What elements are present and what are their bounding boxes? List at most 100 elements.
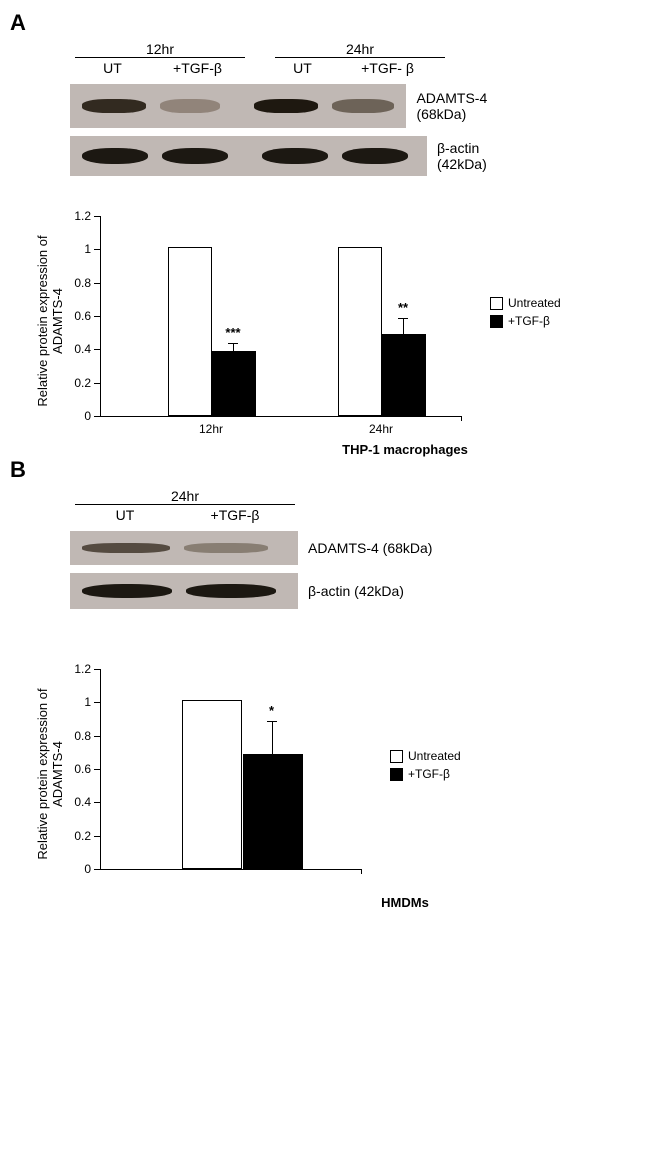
panel-a-legend: Untreated +TGF-β xyxy=(490,296,561,332)
blot-band xyxy=(184,543,268,553)
ytick xyxy=(94,216,100,217)
significance-marker: *** xyxy=(225,325,240,340)
ytick-label: 0.2 xyxy=(74,829,91,843)
ytick-label: 1.2 xyxy=(74,662,91,676)
chart-bar xyxy=(168,247,212,416)
blot-band xyxy=(82,584,172,598)
chart-bar xyxy=(382,334,426,416)
panel-b-adamts4-row: ADAMTS-4 (68kDa) xyxy=(70,531,470,565)
panel-b-label: B xyxy=(10,457,650,483)
legend-item: Untreated xyxy=(390,749,461,763)
ytick xyxy=(94,316,100,317)
blot-band xyxy=(82,148,148,164)
ytick-label: 0.4 xyxy=(74,342,91,356)
lane-tgf-1: +TGF-β xyxy=(155,60,240,76)
lane-tgf-b: +TGF-β xyxy=(180,507,290,523)
ytick-label: 1.2 xyxy=(74,209,91,223)
chart-bar xyxy=(182,700,242,869)
panel-a-time-labels: 12hr 24hr xyxy=(70,41,530,58)
panel-a-chart-wrapper: Relative protein expression of ADAMTS-4 … xyxy=(50,216,650,417)
panel-a-blot-area: 12hr 24hr UT +TGF-β UT +TGF- β ADAMTS-4 … xyxy=(70,41,530,176)
legend-swatch xyxy=(490,297,503,310)
blot-band xyxy=(342,148,408,164)
actin-label-b: β-actin (42kDa) xyxy=(308,583,404,599)
lane-ut-1: UT xyxy=(70,60,155,76)
ytick xyxy=(94,349,100,350)
error-bar xyxy=(272,722,273,755)
ytick xyxy=(94,802,100,803)
significance-marker: ** xyxy=(398,300,408,315)
time-label-24hr: 24hr xyxy=(275,41,445,58)
significance-marker: * xyxy=(269,703,274,718)
legend-swatch xyxy=(390,768,403,781)
panel-b-ylabel: Relative protein expression of ADAMTS-4 xyxy=(35,684,65,864)
blot-band xyxy=(82,99,146,113)
ytick-label: 0.8 xyxy=(74,729,91,743)
ytick xyxy=(94,769,100,770)
xtick-label: 12hr xyxy=(199,422,223,436)
legend-label: +TGF-β xyxy=(408,767,450,781)
error-cap xyxy=(267,721,277,722)
legend-item: +TGF-β xyxy=(490,314,561,328)
panel-a: A 12hr 24hr UT +TGF-β UT +TGF- β ADAMTS-… xyxy=(10,10,650,417)
ytick xyxy=(94,702,100,703)
ytick-label: 0 xyxy=(84,862,91,876)
adamts4-label-b: ADAMTS-4 (68kDa) xyxy=(308,540,432,556)
ytick-label: 0.8 xyxy=(74,276,91,290)
adamts4-blot-b xyxy=(70,531,298,565)
ytick xyxy=(94,416,100,417)
panel-b-chart: 00.20.40.60.811.2* xyxy=(100,669,361,870)
panel-b-xlabel: HMDMs xyxy=(381,895,429,910)
panel-a-label: A xyxy=(10,10,650,36)
panel-a-lane-labels: UT +TGF-β UT +TGF- β xyxy=(70,60,530,76)
error-cap xyxy=(228,343,238,344)
ytick-label: 0.4 xyxy=(74,795,91,809)
blot-band xyxy=(82,543,170,553)
blot-band xyxy=(186,584,276,598)
error-bar xyxy=(403,319,404,336)
xtick-label: 24hr xyxy=(369,422,393,436)
panel-a-ylabel: Relative protein expression of ADAMTS-4 xyxy=(35,231,65,411)
legend-swatch xyxy=(490,315,503,328)
time-label-12hr: 12hr xyxy=(75,41,245,58)
adamts4-label-a: ADAMTS-4 (68kDa) xyxy=(416,90,530,122)
chart-bar xyxy=(243,754,303,869)
ytick xyxy=(94,736,100,737)
legend-label: Untreated xyxy=(508,296,561,310)
panel-b-lane-labels: UT +TGF-β xyxy=(70,507,470,523)
legend-swatch xyxy=(390,750,403,763)
actin-blot-a xyxy=(70,136,427,176)
blot-band xyxy=(254,99,318,113)
ytick xyxy=(94,249,100,250)
ytick xyxy=(94,669,100,670)
legend-label: +TGF-β xyxy=(508,314,550,328)
legend-label: Untreated xyxy=(408,749,461,763)
adamts4-blot-a xyxy=(70,84,406,128)
legend-item: +TGF-β xyxy=(390,767,461,781)
ytick xyxy=(94,836,100,837)
ytick-label: 0.6 xyxy=(74,762,91,776)
lane-ut-b: UT xyxy=(70,507,180,523)
panel-a-actin-row: β-actin (42kDa) xyxy=(70,136,530,176)
ytick-label: 0.2 xyxy=(74,376,91,390)
error-cap xyxy=(398,318,408,319)
blot-band xyxy=(332,99,394,113)
panel-a-adamts4-row: ADAMTS-4 (68kDa) xyxy=(70,84,530,128)
chart-bar xyxy=(338,247,382,416)
panel-b-chart-wrapper: Relative protein expression of ADAMTS-4 … xyxy=(50,669,650,870)
panel-b-time-labels: 24hr xyxy=(70,488,470,505)
error-bar xyxy=(233,344,234,352)
lane-ut-2: UT xyxy=(260,60,345,76)
panel-b-actin-row: β-actin (42kDa) xyxy=(70,573,470,609)
ytick xyxy=(94,869,100,870)
panel-b-legend: Untreated +TGF-β xyxy=(390,749,461,785)
ytick xyxy=(94,283,100,284)
blot-band xyxy=(162,148,228,164)
actin-label-a: β-actin (42kDa) xyxy=(437,140,530,172)
ytick-label: 0 xyxy=(84,409,91,423)
time-label-24hr-b: 24hr xyxy=(75,488,295,505)
panel-a-chart: 00.20.40.60.811.2***12hr**24hr xyxy=(100,216,461,417)
actin-blot-b xyxy=(70,573,298,609)
legend-item: Untreated xyxy=(490,296,561,310)
ytick-label: 1 xyxy=(84,695,91,709)
